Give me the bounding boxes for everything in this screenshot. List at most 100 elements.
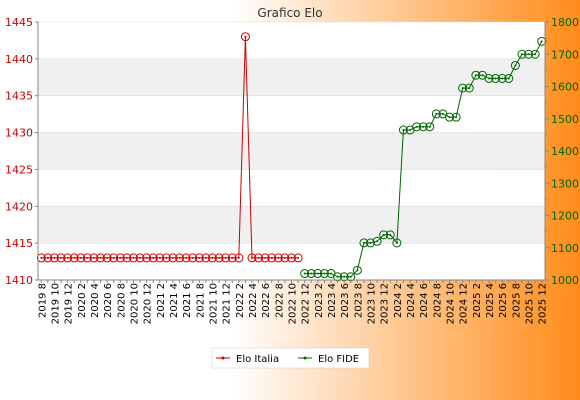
- data-point-center: [540, 40, 543, 43]
- data-point: [82, 253, 92, 263]
- data-point: [161, 253, 171, 263]
- data-point-center: [283, 256, 286, 259]
- data-point-center: [448, 116, 451, 119]
- data-point: [366, 238, 376, 248]
- data-point-center: [395, 241, 398, 244]
- x-tick-label: 2022 6: [261, 283, 272, 318]
- data-point-center: [316, 272, 319, 275]
- data-point: [89, 253, 99, 263]
- data-point: [234, 253, 244, 263]
- data-point: [517, 49, 527, 59]
- y-right-tick-label: 1600: [551, 81, 579, 94]
- data-point: [372, 236, 382, 246]
- data-point: [431, 109, 441, 119]
- x-tick-label: 2022 4: [248, 283, 259, 318]
- data-point-center: [204, 256, 207, 259]
- data-point: [214, 253, 224, 263]
- x-tick-label: 2024 8: [432, 283, 443, 318]
- data-point: [155, 253, 165, 263]
- legend-marker-fide: [303, 356, 307, 360]
- data-point-center: [66, 256, 69, 259]
- y-right-tick-label: 1400: [551, 145, 579, 158]
- data-point-center: [106, 256, 109, 259]
- data-point-center: [60, 256, 63, 259]
- plot-band: [38, 206, 545, 244]
- data-point-center: [382, 233, 385, 236]
- data-point-center: [145, 256, 148, 259]
- data-point: [359, 238, 369, 248]
- data-point: [392, 238, 402, 248]
- legend-label-italia: Elo Italia: [236, 354, 279, 365]
- x-tick-label: 2024 6: [419, 283, 430, 318]
- data-point-center: [277, 256, 280, 259]
- data-point: [181, 253, 191, 263]
- data-point-center: [369, 241, 372, 244]
- data-point-center: [488, 77, 491, 80]
- series-fide: [300, 36, 547, 282]
- x-tick-label: 2024 10: [446, 283, 457, 324]
- data-point-center: [507, 77, 510, 80]
- data-point-center: [415, 125, 418, 128]
- data-point: [398, 125, 408, 135]
- x-tick-label: 2021 10: [208, 283, 219, 324]
- data-point-center: [250, 256, 253, 259]
- data-point-center: [86, 256, 89, 259]
- series-line: [41, 36, 299, 259]
- data-point-center: [474, 74, 477, 77]
- data-point: [135, 253, 145, 263]
- y-left-tick-label: 1425: [5, 163, 33, 176]
- data-point: [128, 253, 138, 263]
- data-point-center: [73, 256, 76, 259]
- data-point-center: [171, 256, 174, 259]
- data-point: [458, 83, 468, 93]
- x-tick-label: 2024 12: [459, 283, 470, 324]
- y-left-tick-label: 1435: [5, 90, 33, 103]
- y-left-tick-label: 1415: [5, 237, 33, 250]
- legend-item-italia: Elo Italia: [216, 354, 279, 365]
- data-point: [260, 253, 270, 263]
- data-point-center: [290, 256, 293, 259]
- data-point: [49, 253, 59, 263]
- data-point-center: [376, 240, 379, 243]
- legend-label-fide: Elo FIDE: [318, 354, 359, 365]
- data-point: [207, 253, 217, 263]
- x-tick-label: 2022 10: [288, 283, 299, 324]
- x-tick-label: 2024 2: [393, 283, 404, 318]
- data-point-center: [303, 272, 306, 275]
- data-point: [96, 253, 106, 263]
- series-layer: [36, 32, 547, 282]
- data-point: [425, 122, 435, 132]
- data-point: [43, 253, 53, 263]
- data-point: [122, 253, 132, 263]
- plot-band: [38, 169, 545, 207]
- data-point-center: [119, 256, 122, 259]
- data-point-center: [527, 53, 530, 56]
- x-tick-label: 2019 10: [50, 283, 61, 324]
- data-point-center: [441, 112, 444, 115]
- data-point: [188, 253, 198, 263]
- data-point: [537, 36, 547, 46]
- x-tick-label: 2023 4: [327, 283, 338, 318]
- data-point-center: [323, 272, 326, 275]
- y-right-tick-label: 1700: [551, 48, 579, 61]
- data-point-center: [455, 116, 458, 119]
- legend: Elo Italia Elo FIDE: [211, 347, 370, 369]
- y-left-tick-label: 1440: [5, 53, 33, 66]
- x-tick-label: 2021 4: [169, 283, 180, 318]
- data-point-center: [310, 272, 313, 275]
- data-point: [102, 253, 112, 263]
- data-point-center: [46, 256, 49, 259]
- data-point-center: [92, 256, 95, 259]
- data-point-center: [99, 256, 102, 259]
- data-point: [273, 253, 283, 263]
- data-point-center: [356, 269, 359, 272]
- data-point: [379, 230, 389, 240]
- data-point-center: [270, 256, 273, 259]
- data-point: [247, 253, 257, 263]
- data-point: [352, 265, 362, 275]
- data-point-center: [198, 256, 201, 259]
- y-right-tick-label: 1300: [551, 177, 579, 190]
- data-point-center: [125, 256, 128, 259]
- data-point: [471, 70, 481, 80]
- x-tick-label: 2020 4: [90, 283, 101, 318]
